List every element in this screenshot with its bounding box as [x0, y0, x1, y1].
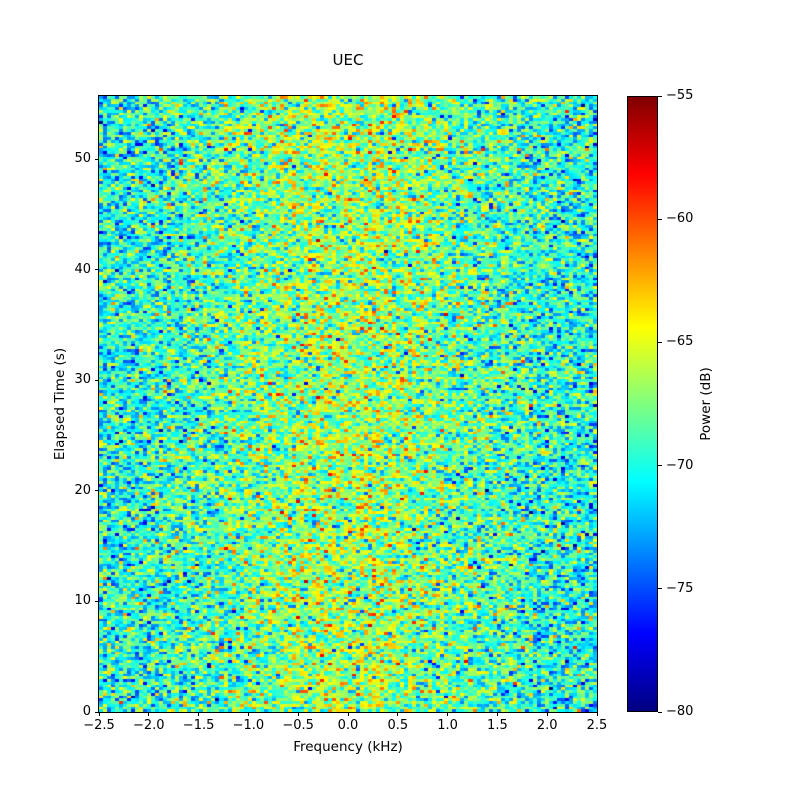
colorbar-tick-mark	[658, 711, 662, 713]
colorbar-tick-mark	[658, 95, 662, 97]
y-tick-label: 10	[74, 593, 91, 609]
y-tick-label: 50	[74, 151, 91, 167]
x-tick-mark	[397, 712, 399, 716]
x-tick-label: −1.5	[182, 718, 215, 733]
x-axis-label: Frequency (kHz)	[293, 739, 403, 755]
y-tick-mark	[95, 158, 99, 160]
x-tick-mark	[347, 712, 349, 716]
colorbar-label: Power (dB)	[698, 367, 714, 441]
plot-title: UEC	[332, 51, 364, 69]
y-tick-mark	[95, 711, 99, 713]
x-tick-label: −2.5	[83, 718, 115, 733]
colorbar-tick-label: −75	[666, 580, 694, 596]
x-tick-mark	[596, 712, 598, 716]
x-tick-label: −2.0	[133, 718, 165, 733]
x-tick-label: 1.0	[437, 718, 458, 733]
x-tick-mark	[297, 712, 299, 716]
y-tick-label: 0	[82, 704, 91, 719]
x-tick-label: 0.0	[337, 718, 359, 733]
x-tick-label: 2.0	[536, 718, 558, 733]
colorbar-tick-mark	[658, 588, 662, 590]
x-tick-label: −1.0	[232, 718, 265, 733]
colorbar-tick-label: −80	[666, 704, 694, 719]
colorbar-tick-mark	[658, 341, 662, 343]
x-tick-mark	[198, 712, 200, 716]
colorbar-tick-mark	[658, 218, 662, 220]
x-tick-mark	[447, 712, 449, 716]
y-tick-mark	[95, 379, 99, 381]
x-tick-label: 0.5	[387, 718, 409, 733]
spectrogram-heatmap	[99, 96, 597, 712]
colorbar-tick-label: −55	[666, 88, 694, 103]
x-tick-mark	[98, 712, 100, 716]
x-tick-mark	[148, 712, 150, 716]
colorbar	[627, 96, 658, 712]
y-tick-mark	[95, 490, 99, 492]
y-tick-label: 40	[74, 261, 91, 277]
x-tick-mark	[546, 712, 548, 716]
x-tick-mark	[247, 712, 249, 716]
y-tick-label: 30	[74, 372, 91, 388]
colorbar-tick-label: −65	[666, 334, 694, 350]
x-tick-label: −0.5	[282, 718, 314, 733]
x-tick-mark	[496, 712, 498, 716]
y-tick-label: 20	[74, 482, 91, 498]
colorbar-tick-label: −70	[666, 457, 694, 473]
colorbar-tick-mark	[658, 465, 662, 467]
x-tick-label: 1.5	[487, 718, 508, 733]
y-tick-mark	[95, 269, 99, 271]
y-tick-mark	[95, 600, 99, 602]
x-tick-label: 2.5	[586, 718, 608, 733]
colorbar-tick-label: −60	[666, 211, 694, 227]
y-axis-label: Elapsed Time (s)	[52, 347, 68, 461]
